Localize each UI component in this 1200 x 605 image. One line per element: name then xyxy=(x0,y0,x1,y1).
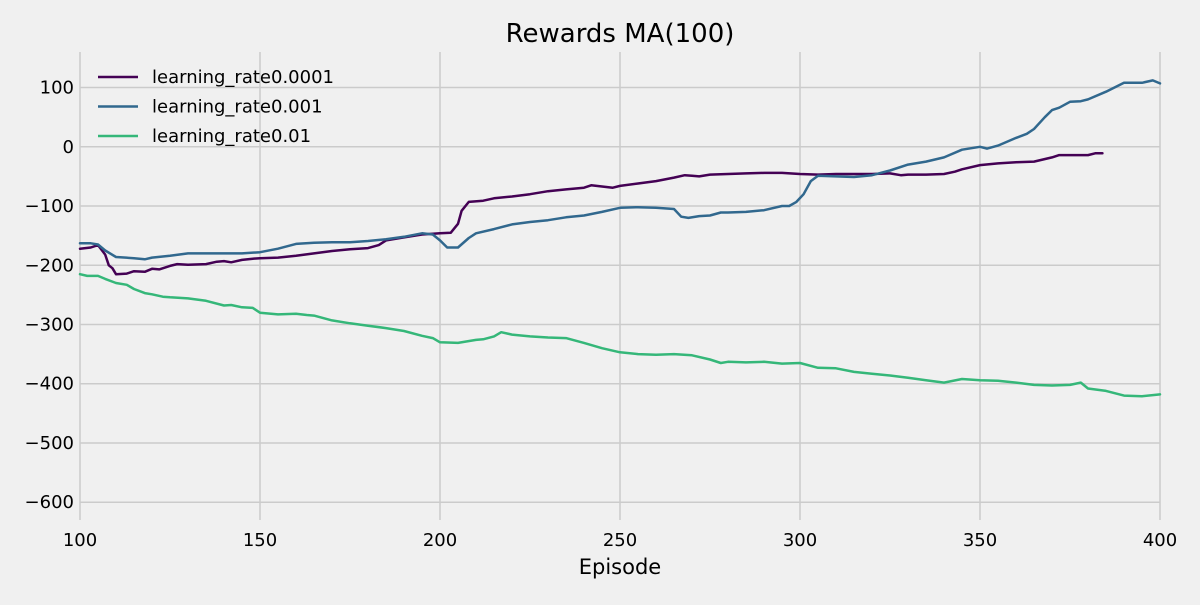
x-tick-labels: 100 150 200 250 300 350 400 xyxy=(63,530,1177,551)
series-line-1 xyxy=(78,152,1104,276)
series-lines xyxy=(78,79,1162,398)
y-tick-label: 100 xyxy=(40,78,74,99)
x-tick-label: 150 xyxy=(243,530,277,551)
x-tick-label: 300 xyxy=(783,530,817,551)
y-tick-label: −500 xyxy=(25,433,74,454)
y-tick-label: −300 xyxy=(25,315,74,336)
x-tick-label: 350 xyxy=(963,530,997,551)
y-tick-label: −200 xyxy=(25,255,74,276)
y-tick-label: 0 xyxy=(63,137,74,158)
x-tick-label: 100 xyxy=(63,530,97,551)
x-tick-label: 400 xyxy=(1143,530,1177,551)
series-line-2 xyxy=(78,79,1162,261)
y-tick-label: −100 xyxy=(25,196,74,217)
x-tick-label: 200 xyxy=(423,530,457,551)
chart-title: Rewards MA(100) xyxy=(506,19,735,49)
grid xyxy=(79,52,1161,520)
x-tick-label: 250 xyxy=(603,530,637,551)
series-line-3 xyxy=(78,272,1162,398)
x-axis-label: Episode xyxy=(579,555,661,579)
y-tick-label: −400 xyxy=(25,374,74,395)
legend-label-3: learning_rate0.01 xyxy=(152,126,311,147)
y-tick-labels: 100 0 −100 −200 −300 −400 −500 −600 xyxy=(25,78,74,514)
legend-label-1: learning_rate0.0001 xyxy=(152,67,334,88)
legend-label-2: learning_rate0.001 xyxy=(152,97,323,118)
legend: learning_rate0.0001 learning_rate0.001lea… xyxy=(98,67,334,147)
y-tick-label: −600 xyxy=(25,492,74,513)
